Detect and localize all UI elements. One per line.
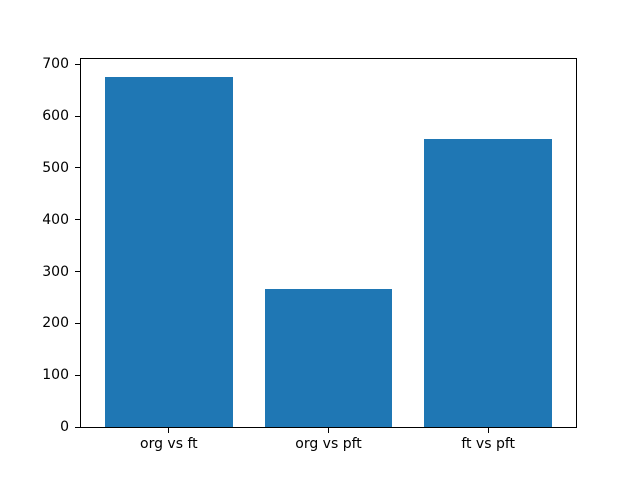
y-tick-label: 0 (60, 419, 69, 435)
plot-area: 0 100 200 300 400 500 600 700 org vs ft org vs pf… (42, 57, 577, 451)
y-tick-mark (75, 115, 80, 117)
x-tick-mark (168, 428, 170, 433)
x-tick-label: org vs pft (295, 436, 362, 452)
y-tick-mark (75, 271, 80, 272)
y-tick-label: 200 (42, 315, 69, 332)
x-tick-label: org vs ft (140, 436, 198, 452)
bar-org-vs-pft (264, 289, 393, 427)
x-tick-mark (487, 428, 489, 433)
y-tick-label: 700 (42, 56, 69, 73)
bar-ft-vs-pft (424, 139, 553, 427)
y-tick-mark (75, 322, 80, 324)
y-tick-mark (75, 63, 80, 65)
y-tick-mark (75, 426, 80, 428)
y-tick-label: 400 (42, 211, 69, 228)
x-tick-label: ft vs pft (461, 436, 516, 452)
y-tick-label: 600 (42, 108, 69, 124)
x-tick-mark (328, 428, 329, 433)
y-tick-label: 100 (42, 367, 69, 384)
y-tick-mark (75, 374, 80, 376)
bar-org-vs-ft (104, 77, 233, 427)
y-tick-mark (75, 167, 80, 169)
y-tick-mark (75, 219, 80, 221)
y-tick-label: 500 (42, 159, 69, 176)
y-tick-label: 300 (42, 263, 69, 280)
